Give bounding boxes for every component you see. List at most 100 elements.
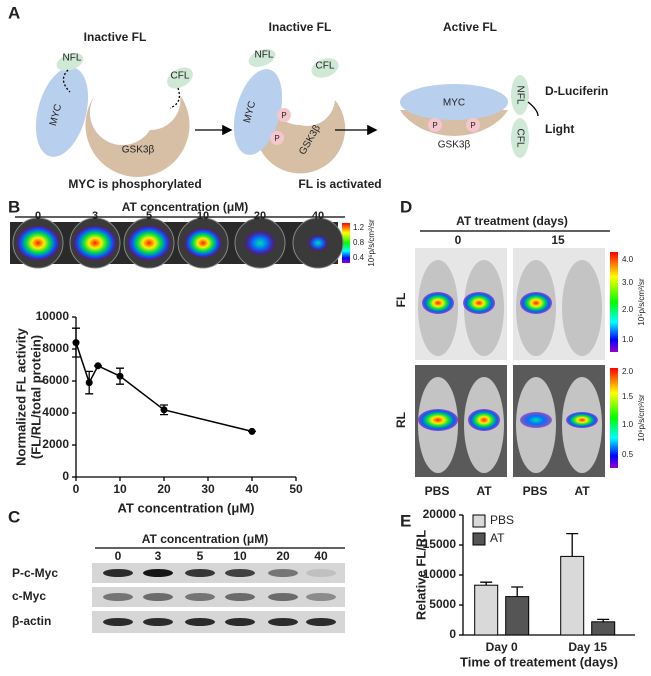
band <box>143 569 173 577</box>
point <box>248 427 256 435</box>
error-bar <box>511 586 524 597</box>
label: 1.5 <box>622 392 634 401</box>
bar <box>505 596 530 636</box>
x-tick-label: 0 <box>73 482 80 496</box>
lane-label: 5 <box>197 549 204 563</box>
nfl-shape <box>248 49 276 67</box>
blot <box>92 587 345 607</box>
y-axis-label: Normalized FL activity <box>13 327 28 466</box>
line <box>75 342 253 433</box>
label: CFL <box>316 61 335 72</box>
label: E <box>400 511 411 530</box>
error-bar <box>480 581 493 586</box>
band <box>268 569 298 577</box>
band <box>185 593 215 601</box>
label: P-c-Myc <box>12 566 58 580</box>
label: C <box>8 507 20 526</box>
x-tick-label: Day 0 <box>486 640 518 654</box>
label: 15 <box>551 233 565 247</box>
band <box>143 618 173 626</box>
label: Light <box>545 122 574 136</box>
nfl-shape <box>56 53 84 71</box>
band <box>185 569 215 577</box>
legend-swatch <box>472 514 486 528</box>
label: AT <box>476 484 492 498</box>
myc-shape <box>233 69 283 155</box>
band <box>268 593 298 601</box>
phospho <box>277 108 291 122</box>
label: AT treatment (days) <box>456 214 568 228</box>
band <box>103 618 133 626</box>
colorbar <box>342 223 350 263</box>
label: 1.0 <box>622 420 634 429</box>
y-tick-label: 8000 <box>42 341 69 355</box>
label: D-Luciferin <box>545 84 608 98</box>
band <box>103 569 133 577</box>
well-label: 10 <box>197 210 209 222</box>
cfl-shape <box>311 58 339 78</box>
well-signal <box>245 231 275 255</box>
label: 0.8 <box>353 238 365 247</box>
myc-shape <box>400 84 508 120</box>
label: 1.0 <box>622 335 634 344</box>
well-signal <box>74 226 116 260</box>
nfl-shape <box>511 75 529 115</box>
band <box>306 569 336 577</box>
label: Inactive FL <box>84 30 147 44</box>
well-label: 0 <box>35 210 41 222</box>
x-axis-label: AT concentration (μM) <box>118 500 255 515</box>
point <box>160 406 168 414</box>
label: 10⁶p/s/cm²/sr <box>367 219 376 267</box>
signal <box>418 409 458 431</box>
lane-label: 40 <box>314 549 328 563</box>
well-signal <box>17 226 59 260</box>
label: FL is activated <box>298 177 381 191</box>
label: c-Myc <box>12 589 46 603</box>
blot <box>92 563 345 583</box>
label: PBS <box>523 484 548 498</box>
lane-label: 3 <box>155 549 162 563</box>
y-axis-label: (FL/RL/total protein) <box>28 335 43 459</box>
shape <box>169 87 181 109</box>
legend-label: AT <box>490 531 505 545</box>
bar <box>591 621 616 636</box>
bar <box>474 584 499 636</box>
x-tick-label: 20 <box>157 482 171 496</box>
label: NFL <box>63 53 82 64</box>
label: GSK3β <box>122 145 155 156</box>
signal <box>520 412 552 428</box>
well-signal <box>128 226 170 260</box>
well-label: 40 <box>312 210 324 222</box>
band <box>225 618 255 626</box>
band <box>225 593 255 601</box>
y-tick-label: 2000 <box>42 437 69 451</box>
band <box>143 593 173 601</box>
y-tick-label: 10000 <box>423 567 457 581</box>
myc-shape <box>35 67 89 157</box>
well-label: 5 <box>146 210 152 222</box>
label: PBS <box>425 484 450 498</box>
label: P <box>432 121 437 130</box>
label: RL <box>394 412 408 428</box>
label: 4.0 <box>622 255 634 264</box>
label: AT concentration (μM) <box>122 200 248 214</box>
mouse <box>562 260 602 356</box>
band <box>306 593 336 601</box>
label: D <box>400 197 412 216</box>
y-tick-label: 4000 <box>42 405 69 419</box>
phospho <box>466 118 480 132</box>
cfl-shape <box>167 67 193 89</box>
error-bar <box>566 532 579 557</box>
signal <box>566 412 598 428</box>
label: NFL <box>255 50 274 61</box>
label: CFL <box>514 129 525 148</box>
label: B <box>8 197 20 216</box>
phospho <box>428 118 442 132</box>
point <box>94 362 102 370</box>
cfl-shape <box>511 118 529 158</box>
y-tick-label: 15000 <box>423 537 457 551</box>
y-tick-label: 6000 <box>42 373 69 387</box>
x-tick-label: Day 15 <box>568 640 607 654</box>
label: Active FL <box>443 20 497 34</box>
